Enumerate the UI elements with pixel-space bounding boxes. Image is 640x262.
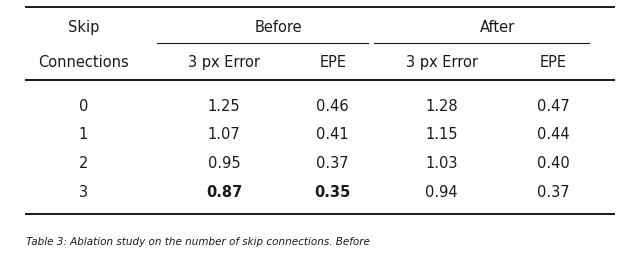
Text: 1: 1 [79, 127, 88, 143]
Text: Before: Before [255, 20, 302, 35]
Text: 0.47: 0.47 [537, 99, 570, 114]
Text: 0.94: 0.94 [426, 185, 458, 200]
Text: 3 px Error: 3 px Error [406, 55, 477, 70]
Text: Skip: Skip [67, 20, 99, 35]
Text: 0.46: 0.46 [317, 99, 349, 114]
Text: EPE: EPE [319, 55, 346, 70]
Text: EPE: EPE [540, 55, 567, 70]
Text: 0.87: 0.87 [206, 185, 242, 200]
Text: 1.03: 1.03 [426, 156, 458, 171]
Text: 0.41: 0.41 [317, 127, 349, 143]
Text: 0.95: 0.95 [208, 156, 240, 171]
Text: 0.35: 0.35 [315, 185, 351, 200]
Text: 1.25: 1.25 [208, 99, 240, 114]
Text: Table 3: Ablation study on the number of skip connections. Before: Table 3: Ablation study on the number of… [26, 237, 369, 247]
Text: 1.28: 1.28 [426, 99, 458, 114]
Text: 0.44: 0.44 [538, 127, 570, 143]
Text: 2: 2 [79, 156, 88, 171]
Text: Connections: Connections [38, 55, 129, 70]
Text: 3 px Error: 3 px Error [188, 55, 260, 70]
Text: 0: 0 [79, 99, 88, 114]
Text: 0.40: 0.40 [537, 156, 570, 171]
Text: 1.15: 1.15 [426, 127, 458, 143]
Text: 0.37: 0.37 [538, 185, 570, 200]
Text: After: After [480, 20, 515, 35]
Text: 0.37: 0.37 [317, 156, 349, 171]
Text: 1.07: 1.07 [207, 127, 241, 143]
Text: 3: 3 [79, 185, 88, 200]
